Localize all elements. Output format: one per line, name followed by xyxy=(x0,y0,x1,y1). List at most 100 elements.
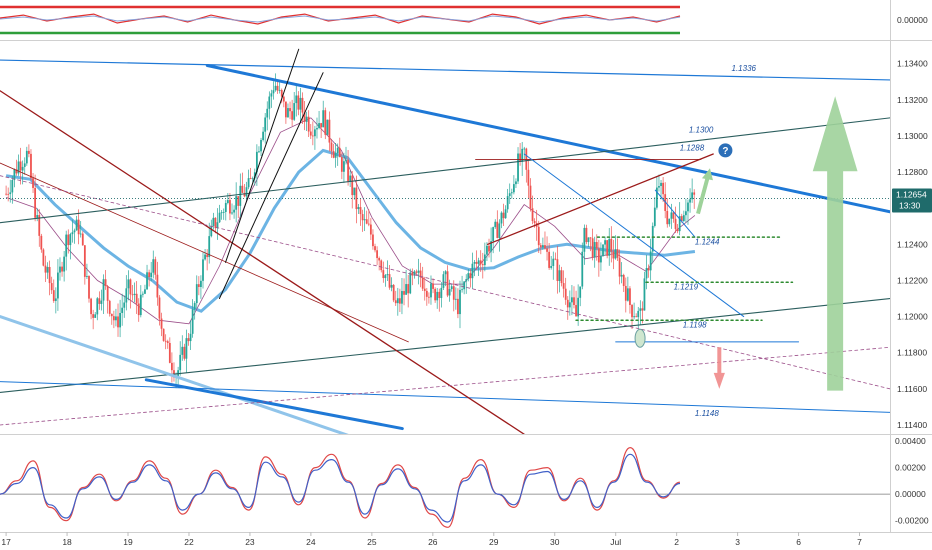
price-tick-label: 1.11800 xyxy=(897,348,927,358)
trend-drawing-line[interactable] xyxy=(205,63,890,214)
candle-body xyxy=(297,95,300,110)
candle-body xyxy=(131,294,134,296)
candle-body xyxy=(463,281,466,290)
candle-body xyxy=(583,227,586,252)
trend-drawing-line[interactable] xyxy=(654,189,696,238)
trend-drawing-line[interactable] xyxy=(0,117,890,224)
candle-body xyxy=(500,212,503,224)
candle-body xyxy=(183,346,186,359)
trend-drawing-line[interactable] xyxy=(523,153,745,318)
candle-body xyxy=(508,193,511,197)
candle-body xyxy=(212,217,215,227)
candle-body xyxy=(71,232,74,235)
candle-body xyxy=(660,182,662,187)
trend-drawing-line[interactable] xyxy=(218,72,324,300)
small-up-arrow-head-icon xyxy=(701,168,713,181)
time-axis[interactable]: 17 18 19 22 23 24 25 26 29 30 Jul 2 3 6 7 xyxy=(1,532,862,547)
candle-body xyxy=(52,290,55,301)
candle-body xyxy=(181,346,184,355)
candle-body xyxy=(314,129,316,137)
candle-body xyxy=(380,260,383,271)
trend-drawing-line[interactable] xyxy=(0,162,409,343)
candle-body xyxy=(284,101,287,118)
question-icon[interactable] xyxy=(718,143,733,158)
candle-body xyxy=(272,90,275,94)
level-label: 1.1219 xyxy=(674,282,699,291)
rsi-panel xyxy=(0,0,890,40)
candle-body xyxy=(459,289,461,315)
price-axis[interactable]: 1.134001.132001.130001.128001.126001.124… xyxy=(895,15,929,526)
trend-drawing-line[interactable] xyxy=(0,175,890,390)
candle-body xyxy=(678,216,681,232)
trend-drawing-line[interactable] xyxy=(0,297,890,394)
trend-drawing-line[interactable] xyxy=(487,153,714,245)
candle-body xyxy=(537,226,540,246)
candle-body xyxy=(189,333,192,342)
candle-body xyxy=(75,219,78,231)
candle-body xyxy=(9,192,12,195)
candle-body xyxy=(214,217,217,229)
oscillator-tick-label: -0.00200 xyxy=(895,516,929,526)
candle-body xyxy=(521,148,524,162)
trend-drawing-line[interactable] xyxy=(0,59,890,81)
trend-drawing-line[interactable] xyxy=(225,48,300,263)
candle-body xyxy=(672,212,675,219)
candle-body xyxy=(432,283,434,289)
candle-body xyxy=(96,298,99,315)
oscillator-series-line xyxy=(0,446,681,528)
level-label: 1.1244 xyxy=(695,237,720,246)
candle-body xyxy=(166,341,169,343)
candle-body xyxy=(483,254,486,266)
price-tick-label: 1.12200 xyxy=(897,275,928,285)
candle-body xyxy=(69,234,72,246)
candle-body xyxy=(465,279,468,282)
candle-body xyxy=(577,297,580,317)
candle-body xyxy=(620,274,623,277)
candle-body xyxy=(498,223,501,238)
trend-drawing-line[interactable] xyxy=(0,315,402,454)
candle-body xyxy=(150,272,153,277)
main-price-panel[interactable]: 1.1336 1.1300 1.1288 1.1244 1.1219 1.1198 1.11… xyxy=(0,48,890,454)
candle-body xyxy=(88,275,90,299)
candle-body xyxy=(413,271,416,276)
candle-body xyxy=(446,271,449,296)
candle-body xyxy=(21,166,24,171)
candle-body xyxy=(224,202,227,212)
candle-body xyxy=(11,180,14,193)
candle-body xyxy=(527,169,530,186)
trend-drawing-line[interactable] xyxy=(0,381,890,413)
trend-drawing-line[interactable] xyxy=(0,346,890,426)
time-tick-label: 7 xyxy=(857,537,862,547)
candle-body xyxy=(278,89,281,91)
oscillator-tick-label: 0.00000 xyxy=(895,489,926,499)
candle-body xyxy=(276,85,279,91)
candle-body xyxy=(409,272,412,294)
trend-drawing-line[interactable] xyxy=(144,378,404,431)
candle-body xyxy=(575,305,577,317)
candle-body xyxy=(602,244,604,257)
candle-body xyxy=(239,185,242,206)
candle-body xyxy=(490,241,492,252)
candle-body xyxy=(110,313,113,317)
candle-body xyxy=(289,108,291,112)
candle-body xyxy=(382,270,385,279)
time-tick-label: 22 xyxy=(184,537,194,547)
small-up-arrow-icon xyxy=(696,175,710,215)
candle-body xyxy=(666,210,669,225)
candle-body xyxy=(649,251,652,271)
candle-body xyxy=(552,258,555,267)
trend-drawing-line[interactable] xyxy=(0,90,549,450)
candle-body xyxy=(562,283,565,289)
candle-body xyxy=(233,209,235,213)
candle-body xyxy=(127,279,130,289)
candle-body xyxy=(405,284,408,295)
candle-body xyxy=(419,270,422,278)
candle-body xyxy=(15,169,18,174)
oscillator-panel xyxy=(0,446,890,528)
time-tick-label: 23 xyxy=(245,537,255,547)
candle-body xyxy=(589,237,592,239)
candle-body xyxy=(655,187,658,208)
candle-body xyxy=(343,161,345,172)
candle-body xyxy=(359,207,362,215)
